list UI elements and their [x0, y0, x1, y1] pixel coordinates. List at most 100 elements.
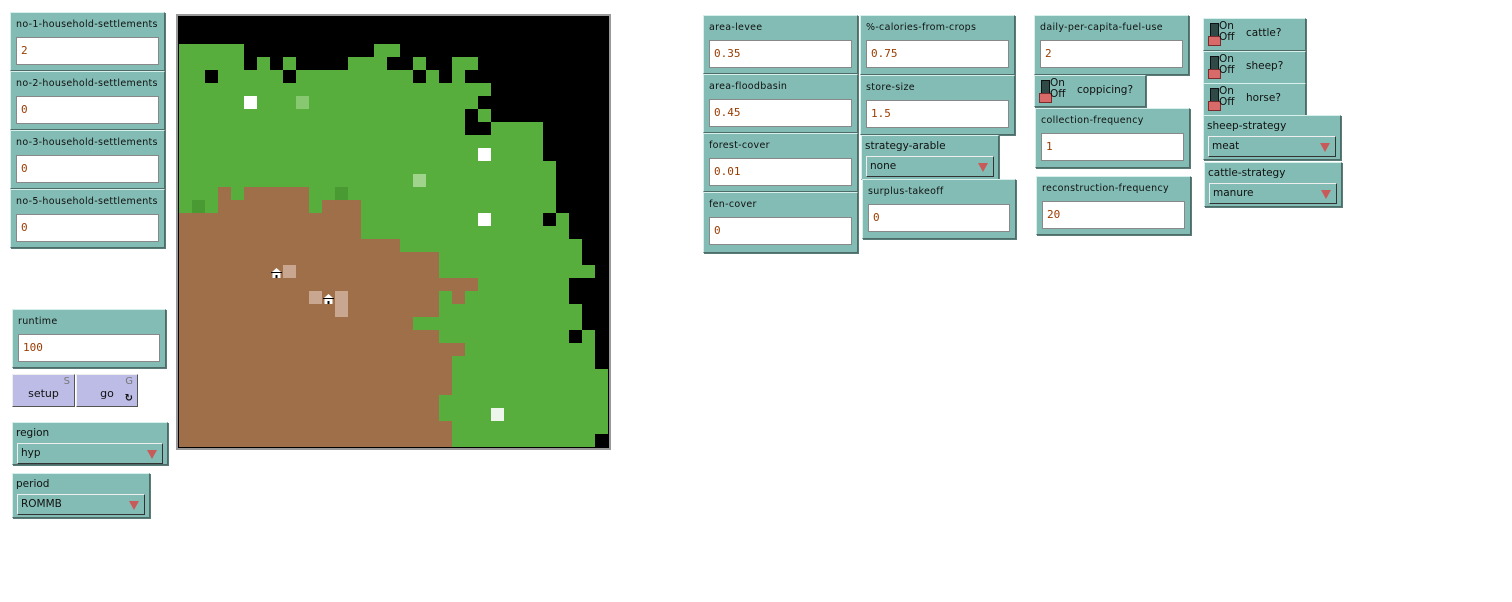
patch	[491, 109, 504, 122]
patch	[582, 343, 595, 356]
period-select[interactable]: ROMMB	[17, 494, 145, 515]
patch	[426, 70, 439, 83]
patch	[582, 369, 595, 382]
patch	[517, 57, 530, 70]
patch	[478, 382, 491, 395]
patch	[205, 291, 218, 304]
switch-horse[interactable]: On Off horse?	[1203, 83, 1306, 116]
surplus-takeoff-field[interactable]: 0	[868, 204, 1010, 232]
runtime-field[interactable]: 100	[18, 334, 160, 362]
patch	[504, 213, 517, 226]
calories-from-crops-field[interactable]: 0.75	[866, 40, 1009, 68]
patch	[257, 408, 270, 421]
switch-sheep[interactable]: On Off sheep?	[1203, 51, 1306, 84]
sheep-strategy-select[interactable]: meat	[1208, 136, 1336, 157]
go-button[interactable]: G go ↻	[76, 374, 138, 407]
patch	[322, 252, 335, 265]
patch	[335, 421, 348, 434]
daily-per-capita-fuel-use-field[interactable]: 2	[1040, 40, 1183, 68]
input-area-floodbasin: area-floodbasin 0.45	[703, 74, 858, 133]
no-5-household-settlements-field[interactable]: 0	[16, 214, 159, 242]
patch	[504, 265, 517, 278]
patch	[205, 421, 218, 434]
patch	[491, 57, 504, 70]
patch	[569, 304, 582, 317]
switch-cattle[interactable]: On Off cattle?	[1203, 18, 1306, 51]
input-label: daily-per-capita-fuel-use	[1040, 22, 1163, 33]
patch	[452, 200, 465, 213]
switch-coppicing[interactable]: On Off coppicing?	[1034, 75, 1146, 107]
patch	[348, 395, 361, 408]
no-2-household-settlements-field[interactable]: 0	[16, 96, 159, 124]
patch	[530, 304, 543, 317]
patch	[309, 317, 322, 330]
patch	[387, 57, 400, 70]
patch	[413, 31, 426, 44]
patch	[530, 213, 543, 226]
strategy-arable-select[interactable]: none	[866, 156, 994, 177]
setup-button[interactable]: S setup	[12, 374, 75, 407]
patch	[491, 18, 504, 31]
patch	[439, 252, 452, 265]
patch	[296, 161, 309, 174]
patch	[205, 395, 218, 408]
patch	[283, 174, 296, 187]
patch	[556, 317, 569, 330]
patch	[257, 369, 270, 382]
chooser-label: sheep-strategy	[1207, 120, 1287, 132]
patch	[530, 382, 543, 395]
patch	[478, 317, 491, 330]
patch	[543, 44, 556, 57]
fen-cover-field[interactable]: 0	[709, 217, 852, 245]
patch	[556, 96, 569, 109]
patch	[426, 395, 439, 408]
patch	[192, 252, 205, 265]
forest-cover-field[interactable]: 0.01	[709, 158, 852, 186]
patch	[426, 44, 439, 57]
no-3-household-settlements-field[interactable]: 0	[16, 155, 159, 183]
patch	[556, 356, 569, 369]
patch	[439, 161, 452, 174]
patch	[257, 70, 270, 83]
patch	[530, 122, 543, 135]
patch	[452, 434, 465, 447]
input-calories-from-crops: %-calories-from-crops 0.75	[860, 15, 1015, 75]
patch	[231, 44, 244, 57]
patch	[387, 18, 400, 31]
reconstruction-frequency-field[interactable]: 20	[1042, 201, 1185, 229]
patch	[543, 369, 556, 382]
patch	[530, 330, 543, 343]
area-floodbasin-field[interactable]: 0.45	[709, 99, 852, 127]
patch	[426, 434, 439, 447]
patch	[530, 70, 543, 83]
area-levee-field[interactable]: 0.35	[709, 40, 852, 68]
patch	[244, 408, 257, 421]
patch	[348, 96, 361, 109]
patch	[478, 252, 491, 265]
patch	[374, 291, 387, 304]
patch	[582, 109, 595, 122]
patch	[296, 18, 309, 31]
patch	[504, 382, 517, 395]
cattle-strategy-select[interactable]: manure	[1209, 183, 1337, 204]
collection-frequency-field[interactable]: 1	[1041, 133, 1184, 161]
patch	[491, 226, 504, 239]
patch	[439, 356, 452, 369]
world-view[interactable]	[176, 14, 611, 450]
patch	[543, 421, 556, 434]
patch	[244, 18, 257, 31]
no-1-household-settlements-field[interactable]: 2	[16, 37, 159, 65]
region-select[interactable]: hyp	[17, 443, 163, 464]
patch	[491, 421, 504, 434]
patch	[465, 174, 478, 187]
on-off-label: On Off	[1219, 53, 1235, 76]
patch	[361, 31, 374, 44]
patch	[270, 18, 283, 31]
patch	[283, 213, 296, 226]
patch	[387, 421, 400, 434]
patch	[556, 265, 569, 278]
patch	[504, 317, 517, 330]
store-size-field[interactable]: 1.5	[866, 100, 1009, 128]
patch	[582, 122, 595, 135]
patch	[179, 187, 192, 200]
